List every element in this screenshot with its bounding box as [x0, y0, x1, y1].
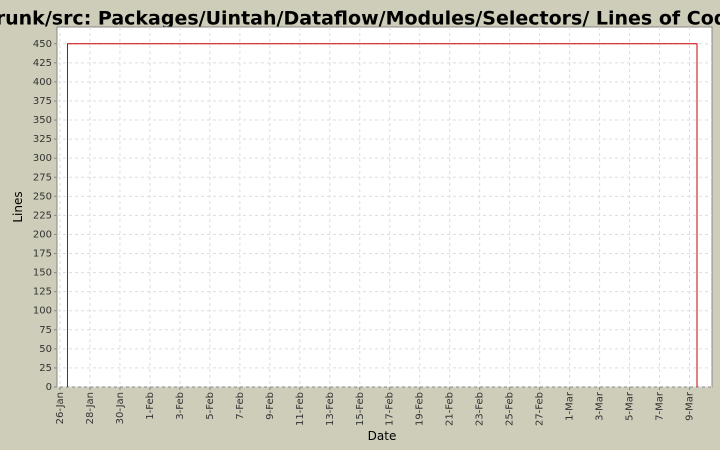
y-tick-label: 0 [46, 382, 52, 393]
x-tick-label: 13-Feb [325, 392, 336, 426]
y-tick-label: 25 [39, 363, 52, 374]
line [66, 43, 698, 387]
x-tick-label: 5-Feb [205, 392, 216, 420]
y-tick-label: 350 [33, 115, 52, 126]
x-tick-label: 3-Feb [175, 392, 186, 420]
x-tick-label: 26-Jan [55, 392, 66, 424]
y-tick-label: 300 [33, 153, 52, 164]
y-tick-label: 250 [33, 191, 52, 202]
y-tick-label: 450 [33, 39, 52, 50]
y-tick-label: 425 [33, 58, 52, 69]
x-tick-label: 3-Mar [595, 391, 606, 421]
y-tick-label: 200 [33, 229, 52, 240]
y-tick-label: 100 [33, 306, 52, 317]
x-tick-label: 11-Feb [295, 392, 306, 426]
y-tick-label: 375 [33, 96, 52, 107]
y-tick-label: 325 [33, 134, 52, 145]
x-tick-label: 27-Feb [535, 392, 546, 426]
y-tick-label: 150 [33, 268, 52, 279]
y-tick-label: 50 [39, 344, 52, 355]
x-tick-label: 30-Jan [115, 392, 126, 424]
plot-area [56, 26, 713, 388]
y-tick-label: 275 [33, 172, 52, 183]
y-tick-label: 125 [33, 287, 52, 298]
chart-title: /trunk/src: Packages/Uintah/Dataflow/Mod… [0, 8, 720, 30]
x-tick-label: 9-Feb [265, 392, 276, 420]
x-tick-label: 1-Mar [565, 391, 576, 421]
x-tick-label: 15-Feb [355, 392, 366, 426]
x-tick-label: 5-Mar [625, 391, 636, 421]
x-tick-label: 28-Jan [85, 392, 96, 424]
x-tick-label: 23-Feb [475, 392, 486, 426]
x-tick-label: 17-Feb [385, 392, 396, 426]
x-tick-label: 9-Mar [685, 391, 696, 421]
x-tick-label: 1-Feb [145, 392, 156, 420]
y-axis-label: Lines [11, 191, 25, 222]
y-tick-label: 225 [33, 210, 52, 221]
x-axis-label: Date [368, 429, 397, 443]
x-tick-label: 7-Mar [655, 391, 666, 421]
y-tick-label: 400 [33, 77, 52, 88]
x-tick-label: 19-Feb [415, 392, 426, 426]
x-tick-label: 21-Feb [445, 392, 456, 426]
x-tick-label: 25-Feb [505, 392, 516, 426]
x-tick-label: 7-Feb [235, 392, 246, 420]
y-tick-label: 175 [33, 249, 52, 260]
y-tick-label: 75 [39, 325, 52, 336]
